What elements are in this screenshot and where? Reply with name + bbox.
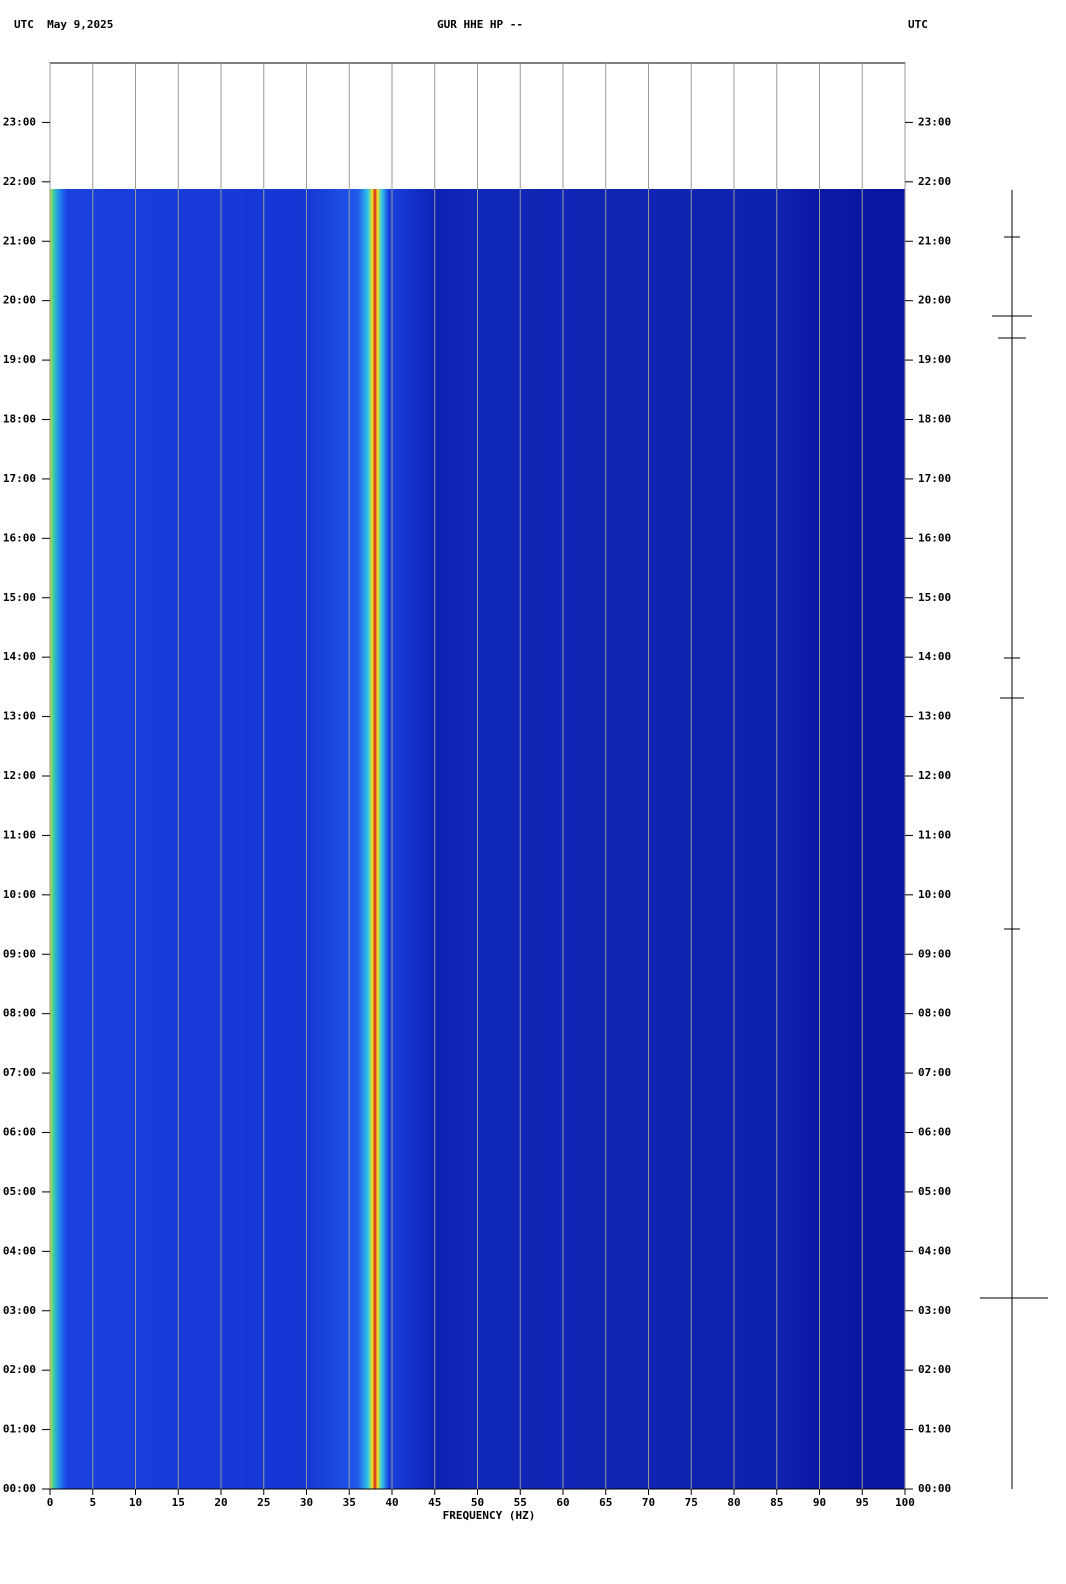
- y-tick-label: 13:00: [3, 710, 36, 723]
- y-tick-label-right: 08:00: [918, 1007, 951, 1020]
- x-tick-label: 35: [343, 1496, 356, 1509]
- seismogram-trace: [980, 190, 1048, 1489]
- y-tick-label-right: 03:00: [918, 1304, 951, 1317]
- x-tick-label: 45: [428, 1496, 441, 1509]
- x-tick-label: 75: [685, 1496, 698, 1509]
- y-tick-label: 03:00: [3, 1304, 36, 1317]
- date-label: UTC May 9,2025: [14, 18, 113, 31]
- y-tick-label-right: 22:00: [918, 175, 951, 188]
- y-tick-label: 16:00: [3, 531, 36, 544]
- y-tick-label: 05:00: [3, 1185, 36, 1198]
- y-tick-label: 18:00: [3, 413, 36, 426]
- y-tick-label: 21:00: [3, 234, 36, 247]
- y-tick-label-right: 01:00: [918, 1423, 951, 1436]
- y-tick-label-right: 13:00: [918, 710, 951, 723]
- y-tick-label-right: 16:00: [918, 531, 951, 544]
- y-tick-label-right: 02:00: [918, 1363, 951, 1376]
- x-tick-label: 30: [300, 1496, 313, 1509]
- y-tick-label-right: 09:00: [918, 947, 951, 960]
- y-tick-label-right: 21:00: [918, 234, 951, 247]
- y-tick-label-right: 00:00: [918, 1482, 951, 1495]
- x-axis-label: FREQUENCY (HZ): [443, 1509, 536, 1522]
- x-tick-label: 40: [385, 1496, 398, 1509]
- y-tick-label: 17:00: [3, 472, 36, 485]
- y-tick-label-right: 17:00: [918, 472, 951, 485]
- y-tick-label-right: 23:00: [918, 115, 951, 128]
- x-tick-label: 100: [895, 1496, 915, 1509]
- x-tick-label: 5: [89, 1496, 96, 1509]
- y-tick-label: 23:00: [3, 115, 36, 128]
- y-tick-label: 10:00: [3, 888, 36, 901]
- x-tick-label: 50: [471, 1496, 484, 1509]
- y-tick-label: 15:00: [3, 591, 36, 604]
- y-tick-label: 12:00: [3, 769, 36, 782]
- x-tick-label: 15: [172, 1496, 185, 1509]
- x-tick-label: 10: [129, 1496, 142, 1509]
- y-tick-label-right: 12:00: [918, 769, 951, 782]
- x-tick-label: 25: [257, 1496, 270, 1509]
- x-tick-label: 95: [856, 1496, 869, 1509]
- x-tick-label: 60: [556, 1496, 569, 1509]
- x-tick-label: 65: [599, 1496, 612, 1509]
- y-tick-label: 14:00: [3, 650, 36, 663]
- y-tick-label: 09:00: [3, 947, 36, 960]
- y-tick-label: 19:00: [3, 353, 36, 366]
- y-tick-label: 04:00: [3, 1244, 36, 1257]
- y-tick-label-right: 14:00: [918, 650, 951, 663]
- y-tick-label-right: 05:00: [918, 1185, 951, 1198]
- y-tick-label: 22:00: [3, 175, 36, 188]
- y-tick-label-right: 20:00: [918, 294, 951, 307]
- x-tick-label: 85: [770, 1496, 783, 1509]
- y-tick-label-right: 10:00: [918, 888, 951, 901]
- y-tick-label: 01:00: [3, 1423, 36, 1436]
- x-tick-label: 70: [642, 1496, 655, 1509]
- y-tick-label: 02:00: [3, 1363, 36, 1376]
- y-tick-label: 00:00: [3, 1482, 36, 1495]
- y-tick-label: 07:00: [3, 1066, 36, 1079]
- x-tick-label: 0: [47, 1496, 54, 1509]
- y-tick-label-right: 19:00: [918, 353, 951, 366]
- y-tick-label: 06:00: [3, 1126, 36, 1139]
- right-label: UTC: [908, 18, 928, 31]
- y-tick-label: 08:00: [3, 1007, 36, 1020]
- chart-title: GUR HHE HP --: [437, 18, 523, 31]
- y-tick-label-right: 07:00: [918, 1066, 951, 1079]
- y-tick-label: 20:00: [3, 294, 36, 307]
- x-tick-label: 55: [514, 1496, 527, 1509]
- y-tick-label-right: 15:00: [918, 591, 951, 604]
- x-tick-label: 80: [727, 1496, 740, 1509]
- y-tick-label-right: 06:00: [918, 1126, 951, 1139]
- y-tick-label-right: 04:00: [918, 1244, 951, 1257]
- y-tick-label: 11:00: [3, 828, 36, 841]
- y-tick-label-right: 18:00: [918, 413, 951, 426]
- x-tick-label: 90: [813, 1496, 826, 1509]
- x-tick-label: 20: [214, 1496, 227, 1509]
- y-tick-label-right: 11:00: [918, 828, 951, 841]
